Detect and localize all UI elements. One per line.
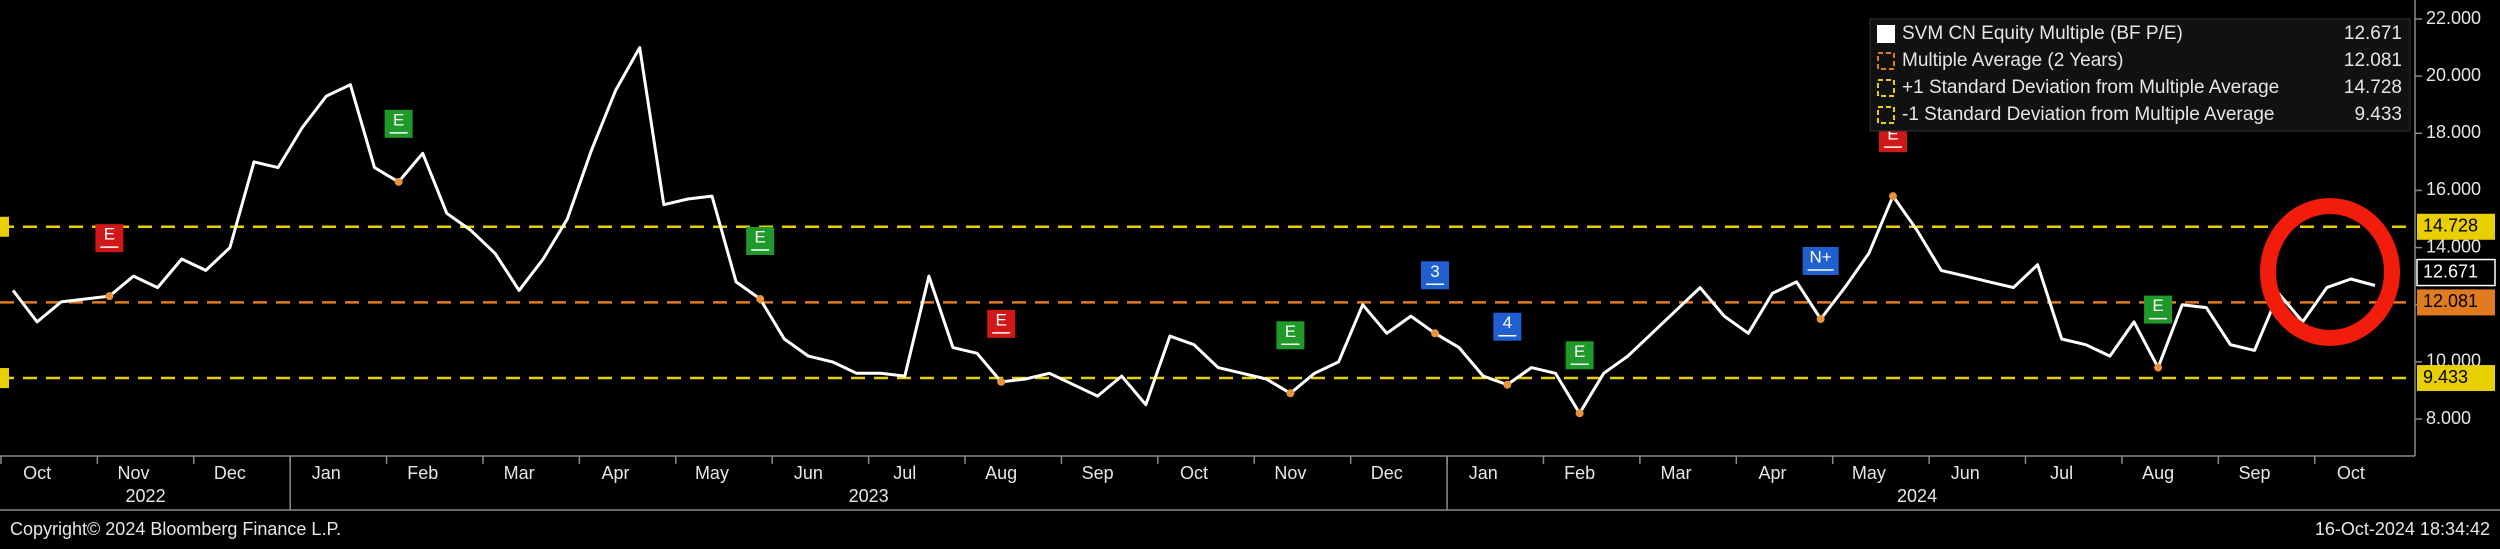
legend-value: 9.433 bbox=[2354, 104, 2402, 125]
x-tick-label: Nov bbox=[1274, 463, 1306, 483]
x-tick-label: Jun bbox=[794, 463, 823, 483]
x-tick-label: Oct bbox=[2337, 463, 2365, 483]
y-tick-label: 20.000 bbox=[2426, 65, 2481, 85]
y-tick-label: 16.000 bbox=[2426, 179, 2481, 199]
x-tick-label: Feb bbox=[1564, 463, 1595, 483]
event-dot bbox=[1286, 389, 1295, 398]
event-label: E bbox=[1887, 125, 1898, 144]
highlight-circle bbox=[2260, 198, 2400, 346]
x-tick-label: Jun bbox=[1951, 463, 1980, 483]
legend-label: SVM CN Equity Multiple (BF P/E) bbox=[1902, 23, 2183, 44]
legend-swatch bbox=[1877, 52, 1895, 70]
x-tick-label: Sep bbox=[2238, 463, 2270, 483]
series-line bbox=[11, 46, 2376, 415]
event-label: E bbox=[2152, 296, 2163, 315]
event-label: E bbox=[1285, 322, 1296, 341]
event-label: E bbox=[393, 110, 404, 129]
event-dot bbox=[1503, 380, 1512, 389]
x-tick-label: Jan bbox=[1469, 463, 1498, 483]
y-tick-label: 8.000 bbox=[2426, 408, 2471, 428]
event-label: E bbox=[1574, 342, 1585, 361]
badge-minus-sd: 9.433 bbox=[2423, 367, 2468, 387]
event-dot bbox=[1816, 315, 1825, 323]
x-tick-label: Feb bbox=[407, 463, 438, 483]
x-tick-label: Nov bbox=[118, 463, 150, 483]
legend-label: +1 Standard Deviation from Multiple Aver… bbox=[1902, 77, 2279, 98]
event-dot bbox=[105, 292, 114, 301]
y-tick-label: 14.000 bbox=[2426, 236, 2481, 256]
timestamp: 16-Oct-2024 18:34:42 bbox=[2315, 519, 2490, 539]
x-group-label: 2024 bbox=[1897, 486, 1937, 506]
event-label: E bbox=[754, 227, 765, 246]
x-tick-label: Sep bbox=[1082, 463, 1114, 483]
legend-label: -1 Standard Deviation from Multiple Aver… bbox=[1902, 104, 2274, 125]
copyright: Copyright© 2024 Bloomberg Finance L.P. bbox=[10, 519, 341, 539]
event-label: N+ bbox=[1810, 247, 1832, 266]
event-dot bbox=[756, 295, 765, 303]
event-dot bbox=[1575, 409, 1584, 418]
legend-swatch bbox=[1877, 106, 1895, 124]
legend-swatch bbox=[1877, 79, 1895, 97]
x-group-label: 2023 bbox=[849, 486, 889, 506]
badge-average-bg bbox=[2417, 289, 2495, 316]
event-dot bbox=[2154, 363, 2163, 372]
legend-swatch bbox=[1877, 25, 1895, 43]
x-tick-label: Jan bbox=[312, 463, 341, 483]
event-dot bbox=[1431, 329, 1440, 338]
y-tick-label: 18.000 bbox=[2426, 122, 2481, 142]
event-dot bbox=[394, 177, 403, 186]
x-tick-label: Mar bbox=[504, 463, 535, 483]
left-marker bbox=[0, 368, 9, 389]
event-label: 4 bbox=[1503, 313, 1512, 332]
badge-average: 12.081 bbox=[2423, 291, 2478, 311]
x-tick-label: Apr bbox=[1758, 463, 1786, 483]
x-tick-label: Dec bbox=[214, 463, 246, 483]
x-tick-label: Oct bbox=[23, 463, 51, 483]
badge-last: 12.671 bbox=[2423, 261, 2478, 281]
event-dot bbox=[1888, 192, 1897, 201]
badge-plus-sd: 14.728 bbox=[2423, 216, 2478, 236]
x-tick-label: Dec bbox=[1371, 463, 1403, 483]
event-label: E bbox=[104, 225, 115, 244]
x-tick-label: Aug bbox=[2142, 463, 2174, 483]
x-tick-label: May bbox=[695, 463, 729, 483]
event-label: E bbox=[996, 310, 1007, 329]
event-label: 3 bbox=[1430, 262, 1439, 281]
legend-label: Multiple Average (2 Years) bbox=[1902, 50, 2123, 71]
legend-value: 12.081 bbox=[2344, 50, 2402, 71]
badge-last-bg bbox=[2416, 258, 2496, 287]
x-tick-label: Aug bbox=[985, 463, 1017, 483]
event-dot bbox=[997, 377, 1006, 386]
x-tick-label: Jul bbox=[2050, 463, 2073, 483]
badge-plus-sd-bg bbox=[2417, 213, 2495, 240]
legend-value: 14.728 bbox=[2344, 77, 2402, 98]
x-tick-label: Jul bbox=[893, 463, 916, 483]
x-tick-label: Mar bbox=[1661, 463, 1692, 483]
x-tick-label: May bbox=[1852, 463, 1886, 483]
legend-value: 12.671 bbox=[2344, 23, 2402, 44]
y-tick-label: 22.000 bbox=[2426, 8, 2481, 28]
x-tick-label: Apr bbox=[602, 463, 630, 483]
legend-box bbox=[1869, 18, 2411, 132]
left-marker bbox=[0, 216, 9, 237]
badge-minus-sd-bg bbox=[2417, 365, 2495, 392]
x-group-label: 2022 bbox=[126, 486, 166, 506]
x-tick-label: Oct bbox=[1180, 463, 1208, 483]
